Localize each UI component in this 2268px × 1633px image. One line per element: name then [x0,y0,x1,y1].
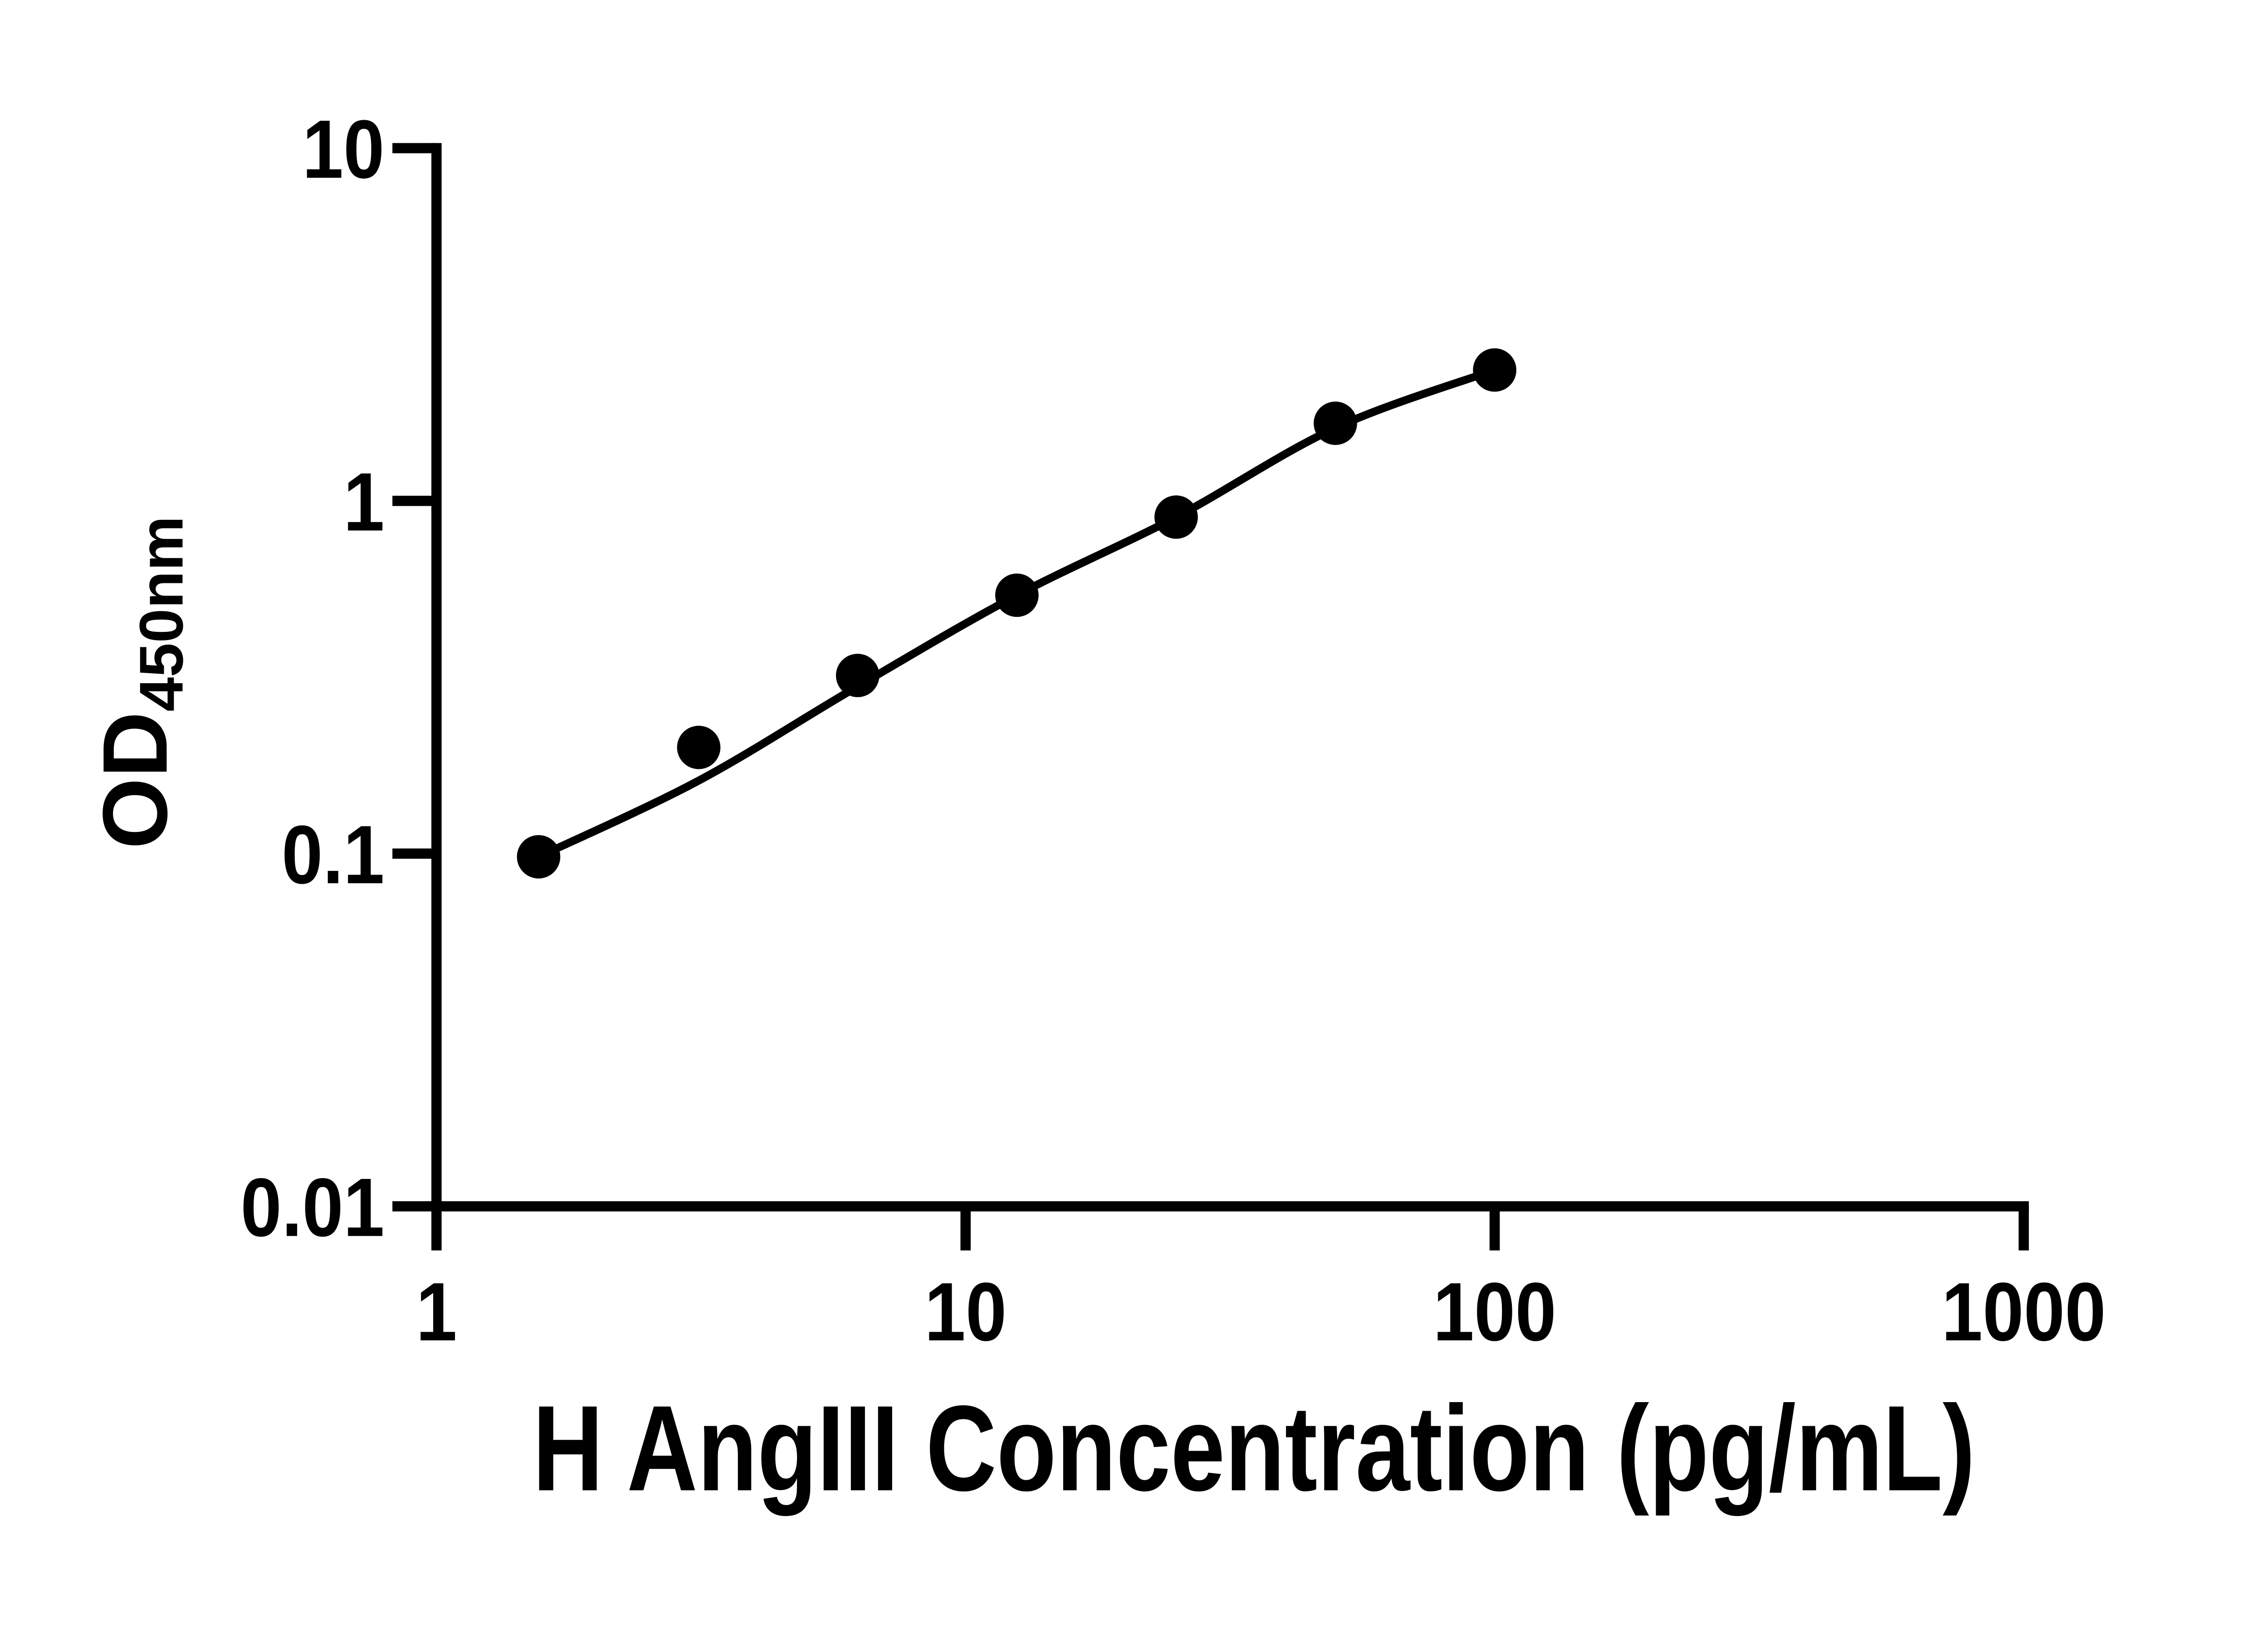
y-tick-label-10: 10 [302,103,384,196]
data-point-25 [1154,495,1198,539]
x-axis-title: H AngIII Concentration (pg/mL) [533,1380,1975,1517]
y-axis-ticks: 10 1 0.1 0.01 [240,103,437,1254]
x-tick-label-100: 100 [1433,1266,1556,1358]
y-axis-title: OD450nm [83,516,196,849]
y-tick-label-1: 1 [343,456,385,548]
data-point-3.13 [677,725,721,769]
data-point-6.25 [836,654,880,697]
y-axis-title-subscript: 450nm [127,516,196,711]
y-tick-label-0.1: 0.1 [282,808,385,901]
axis-lines [431,143,2029,1212]
data-point-1.56 [517,835,561,879]
data-point-12.5 [995,573,1039,617]
data-points [517,348,1516,879]
x-tick-label-1: 1 [416,1266,457,1358]
data-point-50 [1314,401,1357,445]
y-tick-label-0.01: 0.01 [240,1161,384,1254]
standard-curve-figure: 10 1 0.1 0.01 1 10 100 1000 H AngIII Concentra… [83,103,2106,1517]
x-tick-label-1000: 1000 [1941,1266,2106,1358]
axes [431,143,2029,1212]
y-axis-title-main: OD [83,712,186,849]
standard-curve-chart: 10 1 0.1 0.01 1 10 100 1000 H AngIII Concentra… [83,103,2106,1517]
data-point-100 [1473,348,1516,392]
x-axis-ticks: 1 10 100 1000 [416,1206,2106,1358]
x-tick-label-10: 10 [924,1266,1007,1358]
